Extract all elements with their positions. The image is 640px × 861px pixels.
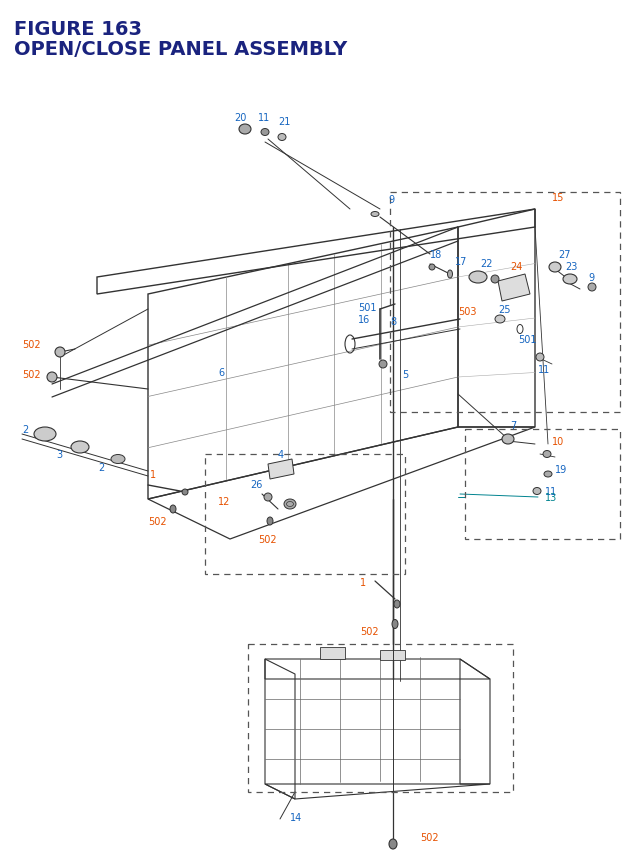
Ellipse shape: [533, 488, 541, 495]
Text: 7: 7: [510, 420, 516, 430]
Text: 3: 3: [56, 449, 62, 460]
Text: 10: 10: [552, 437, 564, 447]
Text: 27: 27: [558, 250, 570, 260]
Text: 1: 1: [360, 578, 366, 587]
Ellipse shape: [549, 263, 561, 273]
Text: 23: 23: [565, 262, 577, 272]
Ellipse shape: [429, 264, 435, 270]
Polygon shape: [380, 650, 405, 660]
Text: 25: 25: [498, 305, 511, 314]
Ellipse shape: [170, 505, 176, 513]
Text: 16: 16: [358, 314, 371, 325]
Text: 502: 502: [148, 517, 166, 526]
Ellipse shape: [563, 275, 577, 285]
Text: 21: 21: [278, 117, 291, 127]
Ellipse shape: [588, 283, 596, 292]
Ellipse shape: [111, 455, 125, 464]
Ellipse shape: [267, 517, 273, 525]
Text: 502: 502: [420, 832, 438, 842]
Ellipse shape: [491, 276, 499, 283]
Ellipse shape: [392, 620, 398, 629]
Text: FIGURE 163: FIGURE 163: [14, 20, 142, 39]
Ellipse shape: [284, 499, 296, 510]
Text: 11: 11: [545, 486, 557, 497]
Ellipse shape: [379, 361, 387, 369]
Ellipse shape: [389, 839, 397, 849]
Ellipse shape: [264, 493, 272, 501]
Text: 5: 5: [402, 369, 408, 380]
Text: 20: 20: [234, 113, 246, 123]
Ellipse shape: [261, 129, 269, 136]
Ellipse shape: [544, 472, 552, 478]
Ellipse shape: [182, 489, 188, 495]
Ellipse shape: [71, 442, 89, 454]
Ellipse shape: [447, 270, 452, 279]
Text: 19: 19: [555, 464, 567, 474]
Ellipse shape: [495, 316, 505, 324]
Text: 2: 2: [22, 424, 28, 435]
Ellipse shape: [239, 125, 251, 135]
Text: 502: 502: [360, 626, 379, 636]
Polygon shape: [320, 647, 345, 660]
Text: 9: 9: [388, 195, 394, 205]
Text: 11: 11: [258, 113, 270, 123]
Ellipse shape: [47, 373, 57, 382]
Text: 6: 6: [218, 368, 224, 378]
Polygon shape: [498, 275, 530, 301]
Text: 8: 8: [390, 317, 396, 326]
Text: 15: 15: [552, 193, 564, 202]
Text: 502: 502: [258, 535, 276, 544]
Text: 501: 501: [358, 303, 376, 313]
Text: 501: 501: [518, 335, 536, 344]
Text: 24: 24: [510, 262, 522, 272]
Ellipse shape: [543, 451, 551, 458]
Text: 13: 13: [545, 492, 557, 503]
Text: 502: 502: [22, 369, 40, 380]
Text: 4: 4: [278, 449, 284, 460]
Text: 18: 18: [430, 250, 442, 260]
Text: 9: 9: [588, 273, 594, 282]
Text: 26: 26: [250, 480, 262, 489]
Text: 17: 17: [455, 257, 467, 267]
Text: 22: 22: [480, 258, 493, 269]
Ellipse shape: [278, 134, 286, 141]
Text: 14: 14: [290, 812, 302, 822]
Ellipse shape: [469, 272, 487, 283]
Ellipse shape: [536, 354, 544, 362]
Text: 502: 502: [22, 339, 40, 350]
Text: 1: 1: [150, 469, 156, 480]
Text: 2: 2: [98, 462, 104, 473]
Text: 12: 12: [218, 497, 230, 506]
Ellipse shape: [371, 213, 379, 217]
Text: 11: 11: [538, 364, 550, 375]
Ellipse shape: [55, 348, 65, 357]
Text: 503: 503: [458, 307, 477, 317]
Polygon shape: [268, 460, 294, 480]
Text: OPEN/CLOSE PANEL ASSEMBLY: OPEN/CLOSE PANEL ASSEMBLY: [14, 40, 348, 59]
Ellipse shape: [502, 435, 514, 444]
Ellipse shape: [34, 428, 56, 442]
Ellipse shape: [394, 600, 400, 608]
